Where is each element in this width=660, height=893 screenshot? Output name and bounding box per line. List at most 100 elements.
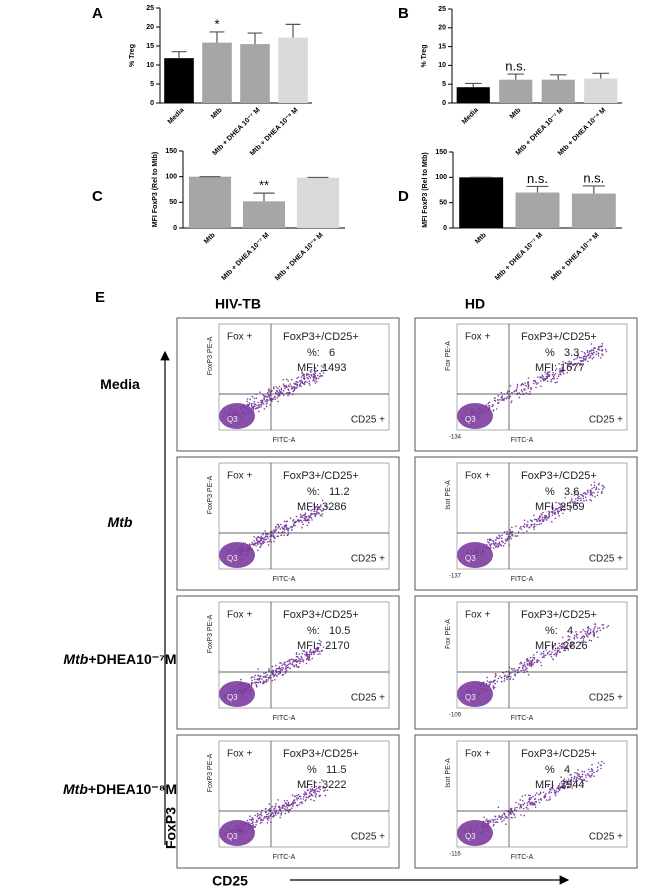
- event-dot: [255, 542, 257, 544]
- event-dot: [466, 414, 469, 417]
- event-dot: [303, 650, 306, 652]
- event-dot: [302, 523, 304, 525]
- event-dot: [306, 377, 309, 379]
- event-dot: [282, 378, 285, 381]
- event-dot: [231, 830, 233, 833]
- event-dot: [549, 796, 551, 798]
- plot-frame: [414, 734, 638, 869]
- event-dot: [316, 511, 318, 513]
- event-dot: [575, 633, 578, 635]
- event-dot: [282, 527, 284, 530]
- event-dot: [282, 807, 284, 809]
- bar: [456, 87, 490, 103]
- event-dot: [566, 372, 569, 374]
- event-dot: [581, 775, 583, 778]
- event-dot: [248, 546, 250, 549]
- event-dot: [593, 627, 596, 630]
- event-dot: [272, 534, 275, 536]
- event-dot: [301, 372, 304, 375]
- event-dot: [577, 769, 579, 771]
- y-tick-label: 20: [146, 24, 154, 31]
- event-dot: [582, 779, 584, 782]
- event-dot: [233, 689, 236, 691]
- event-dot: [530, 664, 532, 666]
- event-dot: [479, 407, 481, 410]
- event-dot: [556, 651, 559, 653]
- event-dot: [259, 537, 261, 539]
- event-dot: [530, 523, 532, 526]
- event-dot: [546, 652, 549, 654]
- event-dot: [606, 626, 608, 629]
- event-dot: [314, 790, 316, 793]
- event-dot: [291, 663, 294, 666]
- event-dot: [561, 783, 563, 785]
- event-dot: [236, 835, 238, 837]
- event-dot: [469, 697, 472, 699]
- event-dot: [481, 825, 484, 828]
- quadrant-fox: Fox +: [227, 749, 252, 760]
- event-dot: [593, 481, 596, 484]
- event-dot: [526, 660, 528, 662]
- event-dot: [540, 797, 542, 800]
- percent-label: %: 11.2: [307, 486, 350, 498]
- event-dot: [533, 798, 536, 801]
- event-dot: [487, 408, 490, 411]
- event-dot: [299, 384, 301, 386]
- event-dot: [550, 653, 552, 655]
- event-dot: [301, 653, 304, 655]
- event-dot: [464, 695, 467, 697]
- event-dot: [252, 543, 254, 545]
- event-dot: [553, 512, 555, 514]
- event-dot: [475, 410, 478, 413]
- event-dot: [465, 833, 468, 835]
- event-dot: [581, 641, 583, 643]
- event-dot: [587, 768, 590, 771]
- event-dot: [499, 675, 501, 678]
- event-dot: [304, 380, 307, 383]
- bar: [202, 42, 232, 103]
- event-dot: [225, 831, 227, 833]
- event-dot: [465, 827, 467, 829]
- event-dot: [466, 418, 469, 421]
- event-dot: [494, 821, 497, 824]
- event-dot: [497, 545, 500, 548]
- event-dot: [304, 785, 307, 788]
- event-dot: [249, 826, 251, 829]
- event-dot: [561, 368, 563, 370]
- event-dot: [305, 792, 307, 794]
- event-dot: [483, 816, 485, 818]
- event-dot: [498, 537, 500, 539]
- event-dot: [289, 517, 292, 520]
- event-dot: [590, 639, 593, 642]
- event-dot: [288, 661, 291, 663]
- event-dot: [557, 375, 560, 378]
- event-dot: [574, 772, 576, 774]
- event-dot: [551, 514, 554, 516]
- event-dot: [526, 804, 529, 806]
- event-dot: [281, 667, 283, 669]
- event-dot: [318, 512, 320, 515]
- event-dot: [505, 397, 508, 400]
- event-dot: [300, 379, 303, 382]
- event-dot: [543, 379, 545, 382]
- event-dot: [541, 518, 543, 520]
- event-dot: [253, 535, 255, 538]
- event-dot: [315, 793, 318, 795]
- event-dot: [265, 672, 267, 674]
- event-dot: [477, 691, 479, 694]
- event-dot: [560, 645, 563, 648]
- y-tick-label: 0: [442, 100, 446, 107]
- x-axis-label: CD25: [212, 873, 248, 889]
- event-dot: [484, 406, 487, 409]
- event-dot: [287, 805, 290, 807]
- event-dot: [300, 376, 303, 378]
- event-dot: [233, 829, 236, 831]
- event-dot: [323, 365, 326, 367]
- event-dot: [478, 693, 481, 695]
- event-dot: [255, 681, 257, 684]
- event-dot: [509, 808, 512, 811]
- event-dot: [236, 692, 238, 695]
- event-dot: [259, 539, 262, 542]
- event-dot: [255, 397, 258, 400]
- event-dot: [262, 819, 265, 821]
